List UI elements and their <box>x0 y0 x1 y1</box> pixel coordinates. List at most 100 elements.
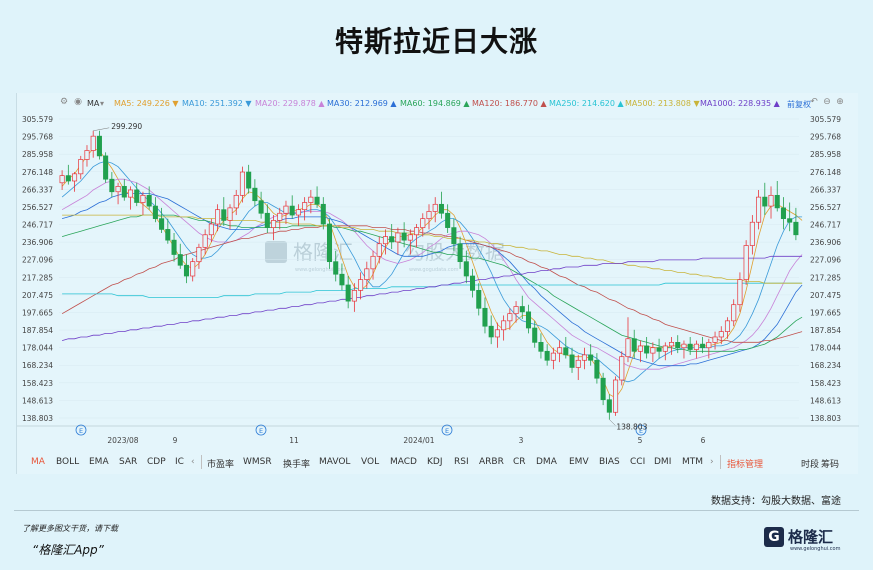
tab-bias[interactable]: BIAS <box>599 457 620 467</box>
ma-selector[interactable]: MA <box>87 99 100 108</box>
y-tick-label-right: 266.337 <box>810 185 841 194</box>
tab-emv[interactable]: EMV <box>569 457 589 467</box>
tab-vol[interactable]: VOL <box>361 457 380 467</box>
candle-up <box>712 336 718 343</box>
candle-up <box>768 194 774 207</box>
watermark-gelonghui-url: www.gelonghui.com <box>295 267 346 273</box>
tab-chips[interactable]: 筹码 <box>821 460 840 470</box>
tab-ma[interactable]: MA <box>31 457 45 467</box>
tab-sar[interactable]: SAR <box>119 457 138 467</box>
candle-up <box>420 218 426 228</box>
y-tick-label-left: 295.768 <box>22 133 53 142</box>
earnings-event-marker <box>635 424 647 436</box>
y-tick-label-right: 207.475 <box>810 291 841 300</box>
candle-up <box>749 221 755 246</box>
candle-up <box>625 338 631 358</box>
candle-down <box>326 223 333 263</box>
candle-up <box>637 345 643 352</box>
undo-icon[interactable]: ↶ <box>810 97 818 107</box>
candle-up <box>501 320 507 331</box>
candle-down <box>457 243 463 263</box>
tab-mavol[interactable]: MAVOL <box>319 457 351 467</box>
eye-icon[interactable]: ◉ <box>74 97 82 107</box>
indicator-manage-button[interactable]: 指标管理 <box>727 460 764 470</box>
candle-down <box>389 236 395 243</box>
candle-down <box>177 254 183 266</box>
ma60-label: MA60: 194.869 ▲ <box>400 99 470 108</box>
candle-down <box>451 227 457 245</box>
y-tick-label-right: 227.096 <box>810 256 841 265</box>
ma120-label: MA120: 186.770 ▲ <box>472 99 547 108</box>
tab-ema[interactable]: EMA <box>89 457 109 467</box>
y-tick-label-left: 168.234 <box>22 361 53 370</box>
candle-down <box>65 175 71 182</box>
candle-down <box>538 341 544 352</box>
ma-line-ma120 <box>61 225 803 343</box>
tab-dma[interactable]: DMA <box>536 457 557 467</box>
candle-up <box>395 232 401 243</box>
candle-up <box>190 261 196 277</box>
candle-down <box>264 212 270 228</box>
tab-kdj[interactable]: KDJ <box>427 457 443 467</box>
tab-divider <box>720 455 721 469</box>
candle-up <box>78 159 84 175</box>
tab-period[interactable]: 时段 <box>801 460 820 470</box>
tab-turnover[interactable]: 换手率 <box>283 460 311 470</box>
candle-up <box>215 209 221 225</box>
candle-down <box>438 203 444 214</box>
candle-down <box>152 205 158 219</box>
candle-up <box>364 268 370 280</box>
chevron-left-icon[interactable]: ‹ <box>191 457 195 467</box>
candle-down <box>314 196 320 205</box>
candle-down <box>482 307 488 327</box>
price-adjust-selector[interactable]: 前复权 <box>787 100 811 109</box>
tab-dmi[interactable]: DMI <box>654 457 672 467</box>
chevron-right-icon[interactable]: › <box>710 457 714 467</box>
tab-cci[interactable]: CCI <box>630 457 646 467</box>
candle-up <box>650 347 656 354</box>
tab-wmsr[interactable]: WMSR <box>243 457 272 467</box>
tab-boll[interactable]: BOLL <box>56 457 80 467</box>
tab-mtm[interactable]: MTM <box>682 457 704 467</box>
settings-icon[interactable]: ⚙ <box>59 97 69 107</box>
tab-cdp[interactable]: CDP <box>147 457 166 467</box>
tab-ic[interactable]: IC <box>175 457 184 467</box>
candle-up <box>613 379 619 413</box>
candle-up <box>706 341 712 349</box>
candle-up <box>227 207 233 221</box>
candle-down <box>96 135 102 157</box>
ma1000-label: MA1000: 228.935 ▲ <box>700 99 780 108</box>
download-prompt: 了解更多图文干货，请下载 <box>22 524 118 533</box>
candle-down <box>289 205 295 216</box>
candle-down <box>606 399 612 413</box>
tab-rsi[interactable]: RSI <box>454 457 469 467</box>
candle-down <box>252 187 258 202</box>
tab-pe-ratio[interactable]: 市盈率 <box>207 460 235 470</box>
y-tick-label-right: 295.768 <box>810 133 841 142</box>
candle-down <box>134 189 140 203</box>
candlestick-chart[interactable]: 格隆汇www.gelonghui.com勾股大数据www.gogudata.co… <box>17 93 859 453</box>
tab-arbr[interactable]: ARBR <box>479 457 504 467</box>
candle-down <box>476 290 482 309</box>
y-tick-label-left: 178.044 <box>22 344 53 353</box>
tab-cr[interactable]: CR <box>513 457 526 467</box>
ma-line-ma500 <box>62 214 803 284</box>
candle-down <box>774 194 780 209</box>
candle-down <box>793 221 799 236</box>
tab-macd[interactable]: MACD <box>390 457 417 467</box>
candle-up <box>693 343 699 350</box>
candle-up <box>426 211 432 219</box>
zoom-in-icon[interactable]: ⊕ <box>836 97 844 107</box>
y-tick-label-left: 148.613 <box>22 396 53 405</box>
x-tick-label: 11 <box>289 436 299 445</box>
high-annotation-leader <box>93 127 110 132</box>
ma-line-ma20 <box>61 178 803 370</box>
chevron-down-icon[interactable]: ▾ <box>100 99 105 108</box>
zoom-out-icon[interactable]: ⊖ <box>823 97 831 107</box>
ma10-label: MA10: 251.392 ▼ <box>182 99 252 108</box>
candle-down <box>600 377 606 401</box>
candle-up <box>513 306 519 315</box>
candle-down <box>221 209 227 221</box>
candle-down <box>656 347 662 352</box>
y-tick-label-right: 148.613 <box>810 396 841 405</box>
